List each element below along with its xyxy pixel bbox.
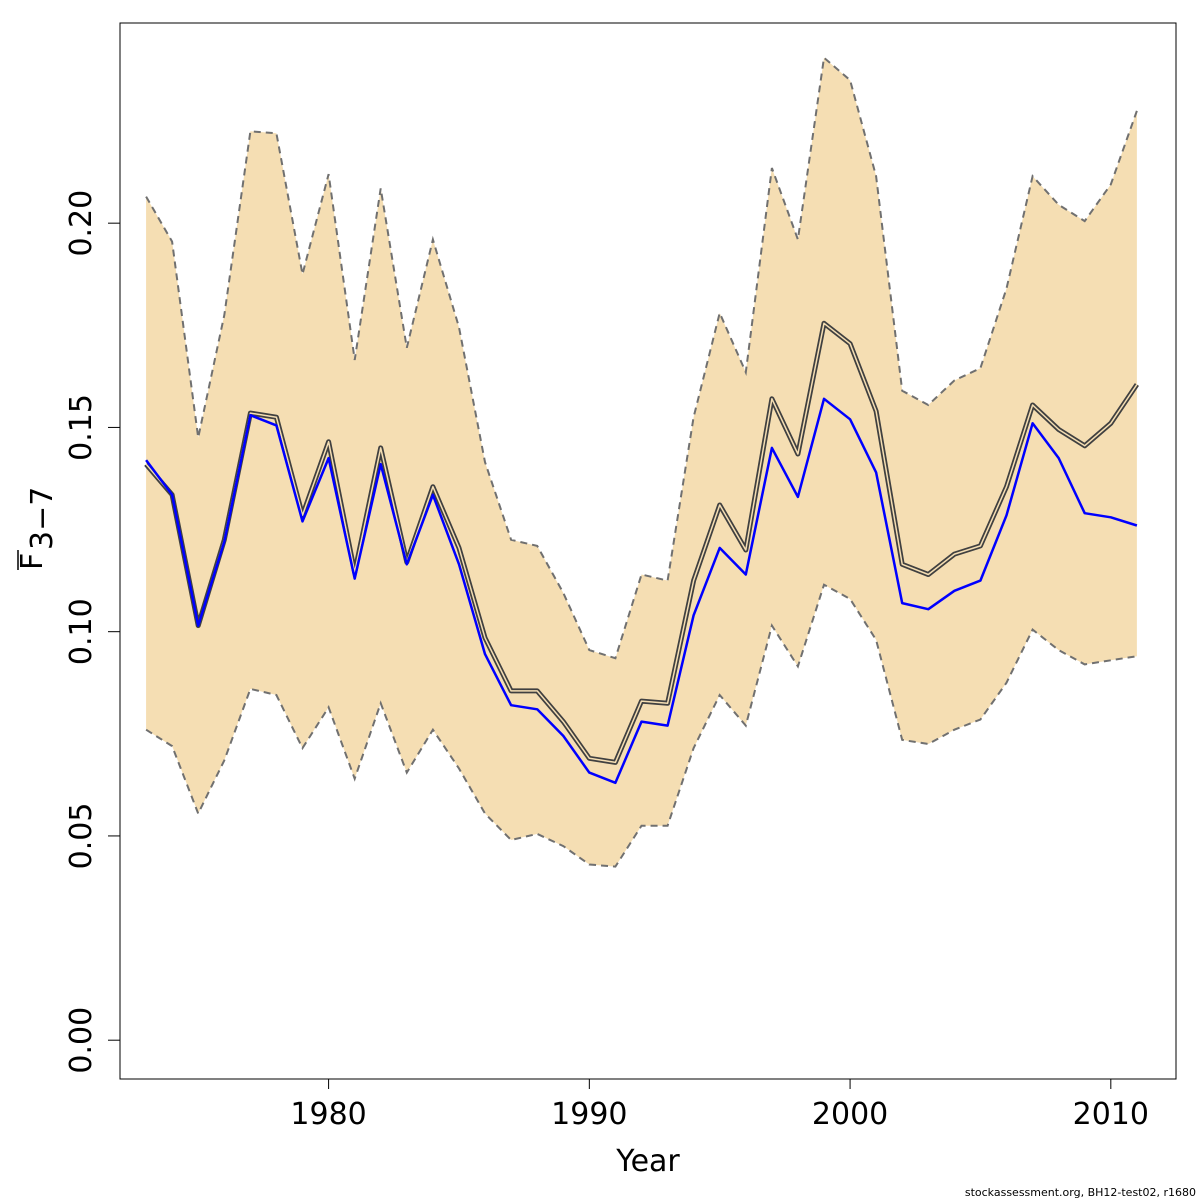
y-axis: 0.00 0.05 0.10 0.15 0.20 xyxy=(64,190,120,1074)
y-label-group: F 3−7 xyxy=(15,487,60,570)
y-tick-label: 0.15 xyxy=(64,394,99,461)
estimate-line-inner xyxy=(145,322,1138,764)
footer-credit: stockassessment.org, BH12-test02, r1680 xyxy=(965,1186,1196,1199)
y-label-subscript: 3−7 xyxy=(25,487,60,550)
confidence-band xyxy=(145,55,1138,868)
confidence-band-fill xyxy=(146,57,1137,867)
band-upper-line xyxy=(145,55,1138,660)
plot-frame xyxy=(119,22,1177,1080)
band-lower-line xyxy=(145,583,1138,868)
x-tick-label: 2010 xyxy=(1073,1097,1149,1132)
x-tick-label: 1990 xyxy=(551,1097,627,1132)
y-tick-label: 0.10 xyxy=(64,598,99,665)
series-line-1 xyxy=(145,397,1138,785)
x-tick-label: 2000 xyxy=(812,1097,888,1132)
x-axis-label: Year xyxy=(615,1144,680,1179)
y-tick-label: 0.20 xyxy=(64,190,99,257)
series-lines xyxy=(144,320,1139,785)
y-axis-label: F 3−7 xyxy=(15,487,60,570)
x-axis: 1980 1990 2000 2010 xyxy=(290,1079,1149,1132)
y-tick-label: 0.00 xyxy=(64,1007,99,1074)
y-label-text: F xyxy=(15,553,50,570)
x-tick-label: 1980 xyxy=(290,1097,366,1132)
y-tick-label: 0.05 xyxy=(64,803,99,870)
